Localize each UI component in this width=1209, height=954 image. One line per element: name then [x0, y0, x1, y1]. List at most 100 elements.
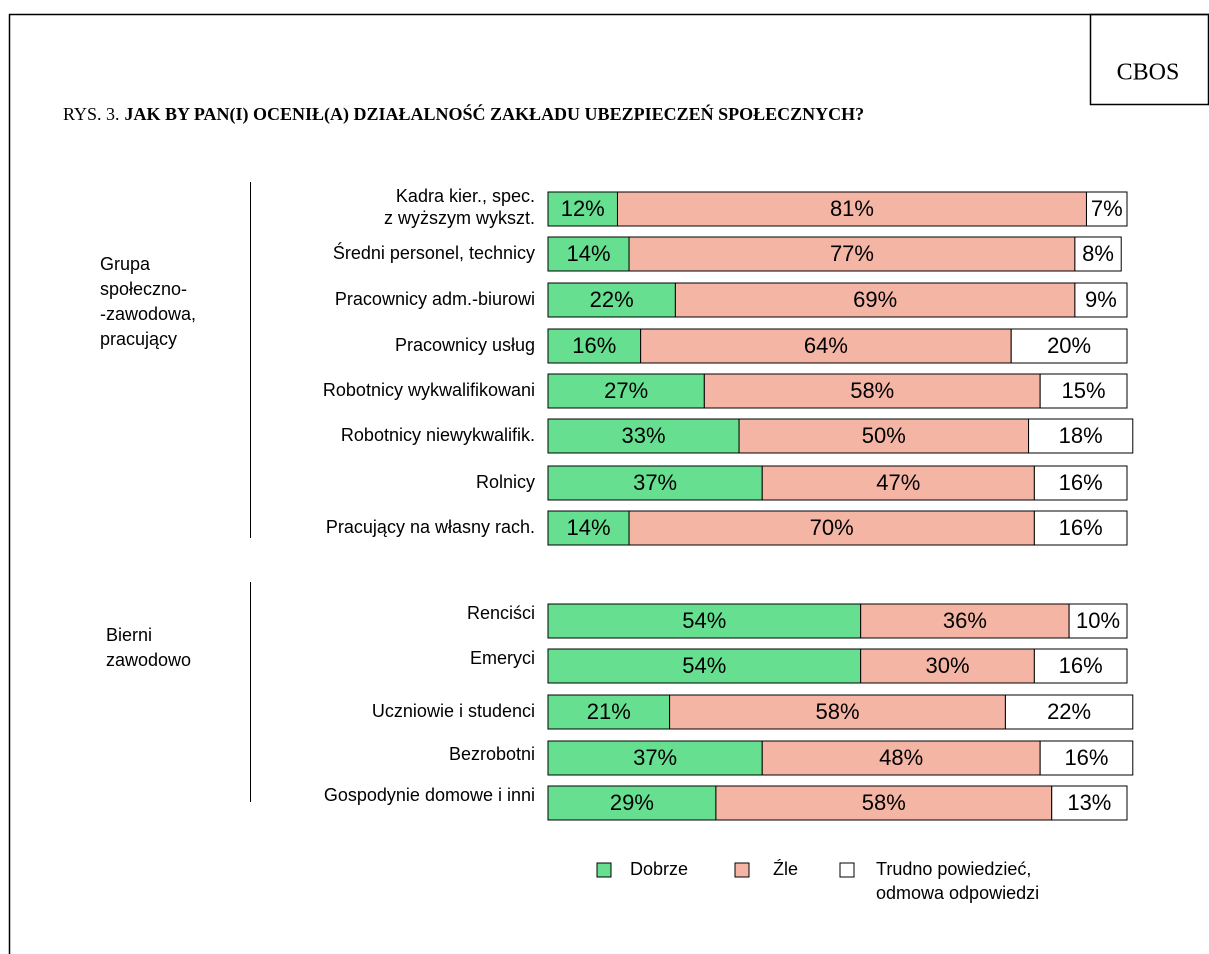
category-label: Emeryci: [470, 648, 535, 668]
bar-segment: [1039, 740, 1134, 776]
value-label: 27%: [604, 378, 648, 403]
group-label: zawodowo: [106, 650, 191, 670]
value-label: 54%: [682, 653, 726, 678]
bar-segment: [547, 328, 642, 364]
source: CBOS: [1117, 60, 1180, 86]
value-label: 36%: [943, 608, 987, 633]
value-label: 29%: [610, 790, 654, 815]
bar-segment: [1028, 418, 1134, 454]
value-label: 58%: [850, 378, 894, 403]
bar-segment: [1004, 694, 1134, 730]
bar-segment: [547, 465, 763, 501]
value-label: 64%: [804, 333, 848, 358]
legend-label: Dobrze: [630, 859, 688, 879]
value-label: 48%: [879, 745, 923, 770]
value-label: 30%: [925, 653, 969, 678]
category-label: Średni personel, technicy: [333, 242, 535, 263]
category-label: Rolnicy: [476, 472, 535, 492]
group-label: -zawodowa,: [100, 304, 196, 324]
category-label: Gospodynie domowe i inni: [324, 785, 535, 805]
bar-segment: [703, 373, 1041, 409]
value-label: 14%: [567, 241, 611, 266]
bar-segment: [761, 740, 1041, 776]
value-label: 10%: [1076, 608, 1120, 633]
bar-segment: [1085, 191, 1128, 227]
bar-segment: [1033, 465, 1128, 501]
bar-segment: [1039, 373, 1128, 409]
category-label: Bezrobotni: [449, 744, 535, 764]
value-label: 37%: [633, 470, 677, 495]
bar-segment: [628, 236, 1076, 272]
bar-segment: [738, 418, 1030, 454]
category-label: Pracownicy usług: [395, 335, 535, 355]
value-label: 16%: [1059, 470, 1103, 495]
legend-swatch: [596, 862, 612, 878]
legend-label: Trudno powiedzieć,: [876, 859, 1031, 879]
group-label: Grupa: [100, 254, 151, 274]
title: RYS. 3. JAK BY PAN(I) OCENIŁ(A) DZIAŁALNO…: [63, 103, 864, 125]
bar-segment: [547, 603, 862, 639]
bar-segment: [547, 694, 671, 730]
value-label: 58%: [815, 699, 859, 724]
value-label: 21%: [587, 699, 631, 724]
category-label: Renciści: [467, 603, 535, 623]
group-label: pracujący: [100, 329, 177, 349]
bar-segment: [547, 648, 862, 684]
category-label: Robotnicy wykwalifikowani: [323, 380, 535, 400]
bar-segment: [547, 740, 763, 776]
title-text: JAK BY PAN(I) OCENIŁ(A) DZIAŁALNOŚĆ ZAKŁ…: [125, 103, 865, 125]
value-label: 54%: [682, 608, 726, 633]
legend-swatch: [839, 862, 855, 878]
legend-swatch: [734, 862, 750, 878]
value-label: 77%: [830, 241, 874, 266]
bar-segment: [547, 418, 740, 454]
bar-segment: [860, 603, 1070, 639]
group-label: społeczno-: [100, 279, 187, 299]
bar-segment: [547, 785, 717, 821]
value-label: 12%: [561, 196, 605, 221]
bar-segment: [1068, 603, 1128, 639]
value-label: 50%: [862, 423, 906, 448]
bar-segment: [860, 648, 1035, 684]
category-label: Uczniowie i studenci: [372, 701, 535, 721]
value-label: 81%: [830, 196, 874, 221]
bar-segment: [1033, 510, 1128, 546]
bar-segment: [761, 465, 1035, 501]
value-label: 14%: [567, 515, 611, 540]
value-label: 22%: [590, 287, 634, 312]
value-label: 16%: [1059, 515, 1103, 540]
value-label: 58%: [862, 790, 906, 815]
value-label: 47%: [876, 470, 920, 495]
value-label: 8%: [1082, 241, 1114, 266]
bar-segment: [1074, 236, 1122, 272]
value-label: 69%: [853, 287, 897, 312]
value-label: 37%: [633, 745, 677, 770]
bar-segment: [547, 510, 630, 546]
bar-segment: [1033, 648, 1128, 684]
bar-segment: [616, 191, 1087, 227]
category-label: Pracownicy adm.-biurowi: [335, 289, 535, 309]
value-label: 33%: [622, 423, 666, 448]
value-label: 16%: [1064, 745, 1108, 770]
bar-segment: [1051, 785, 1128, 821]
value-label: 18%: [1059, 423, 1103, 448]
category-label: Robotnicy niewykwalifik.: [341, 425, 535, 445]
legend-label: Źle: [773, 859, 798, 879]
figure-label: RYS. 3.: [63, 104, 120, 124]
bar-segment: [547, 191, 618, 227]
bar-segment: [1010, 328, 1128, 364]
bar-segment: [628, 510, 1035, 546]
bar-segment: [669, 694, 1006, 730]
bar-segment: [640, 328, 1012, 364]
category-label: z wyższym wykszt.: [384, 208, 535, 228]
value-label: 16%: [572, 333, 616, 358]
value-label: 7%: [1091, 196, 1123, 221]
value-label: 13%: [1067, 790, 1111, 815]
value-label: 70%: [810, 515, 854, 540]
group-label: Bierni: [106, 625, 152, 645]
bar-segment: [1074, 282, 1128, 318]
value-label: 20%: [1047, 333, 1091, 358]
bar-segment: [674, 282, 1076, 318]
value-label: 15%: [1062, 378, 1106, 403]
